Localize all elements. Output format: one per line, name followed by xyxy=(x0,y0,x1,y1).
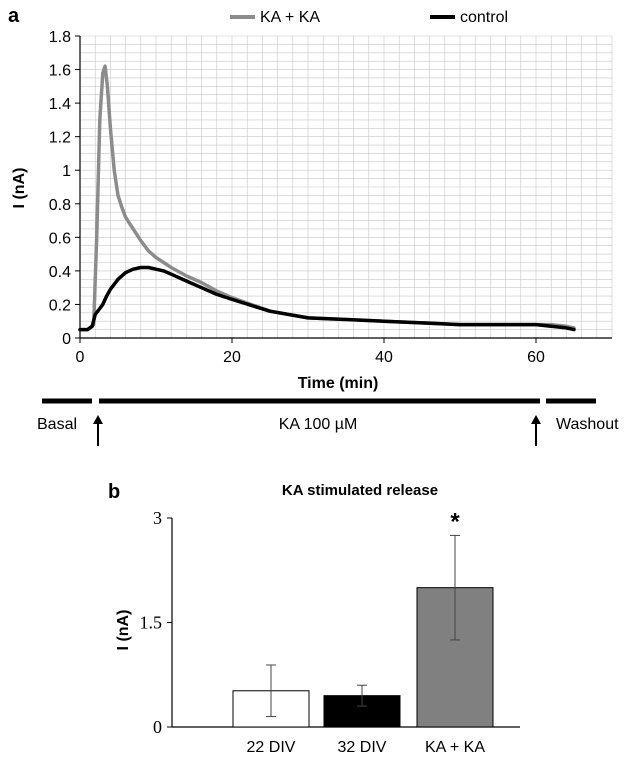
legend-label-control: control xyxy=(460,9,508,26)
x-tick-label-a: 60 xyxy=(527,349,545,366)
panel-a-label: a xyxy=(8,5,20,27)
basal-label: Basal xyxy=(37,416,77,433)
significance-marker: * xyxy=(450,508,460,535)
chart-title-b: KA stimulated release xyxy=(282,482,438,499)
x-tick-label-b: 32 DIV xyxy=(338,739,387,756)
arrow-end-head-icon xyxy=(531,415,541,424)
x-tick-label-a: 40 xyxy=(375,349,393,366)
x-axis-title-a: Time (min) xyxy=(298,375,379,392)
arrow-start-head-icon xyxy=(93,415,103,424)
panel-b-label: b xyxy=(108,481,120,503)
plot-area-a xyxy=(78,64,576,332)
stim-label: KA 100 µM xyxy=(279,416,358,433)
y-tick-label-a: 0 xyxy=(62,331,71,348)
x-tick-label-a: 0 xyxy=(76,349,85,366)
axes-a: 0 0.2 0.4 0.6 0.8 1 1.2 1.4 1.6 1.8 0 20 40 60 xyxy=(49,29,612,366)
x-tick-label-a: 20 xyxy=(223,349,241,366)
y-tick-label-a: 0.4 xyxy=(49,264,71,281)
grid-a xyxy=(80,35,613,338)
y-tick-label-b: 0 xyxy=(153,717,162,737)
series-line-control xyxy=(78,265,576,332)
washout-label: Washout xyxy=(556,416,619,433)
x-tick-label-b: 22 DIV xyxy=(247,739,296,756)
y-tick-label-a: 1.2 xyxy=(49,130,71,147)
bars-b: 22 DIV 32 DIV KA + KA * xyxy=(232,508,494,756)
x-tick-label-b: KA + KA xyxy=(425,739,485,756)
y-axis-title-a: I (nA) xyxy=(11,168,28,209)
y-axis-title-b: I (nA) xyxy=(115,610,132,651)
y-tick-label-a: 0.6 xyxy=(49,230,71,247)
y-tick-label-a: 0.2 xyxy=(49,297,71,314)
y-tick-label-b: 3 xyxy=(153,508,162,528)
series-line-ka-ka xyxy=(78,64,576,332)
y-tick-label-a: 0.8 xyxy=(49,197,71,214)
protocol-timeline: Basal KA 100 µM Washout xyxy=(37,398,619,446)
y-tick-label-a: 1.8 xyxy=(49,29,71,46)
y-tick-label-b: 1.5 xyxy=(140,613,163,633)
legend: KA + KA control xyxy=(230,9,508,26)
y-tick-label-a: 1.4 xyxy=(49,96,71,113)
y-tick-label-a: 1.6 xyxy=(49,63,71,80)
legend-label-ka-ka: KA + KA xyxy=(260,9,320,26)
y-tick-label-a: 1 xyxy=(62,163,71,180)
